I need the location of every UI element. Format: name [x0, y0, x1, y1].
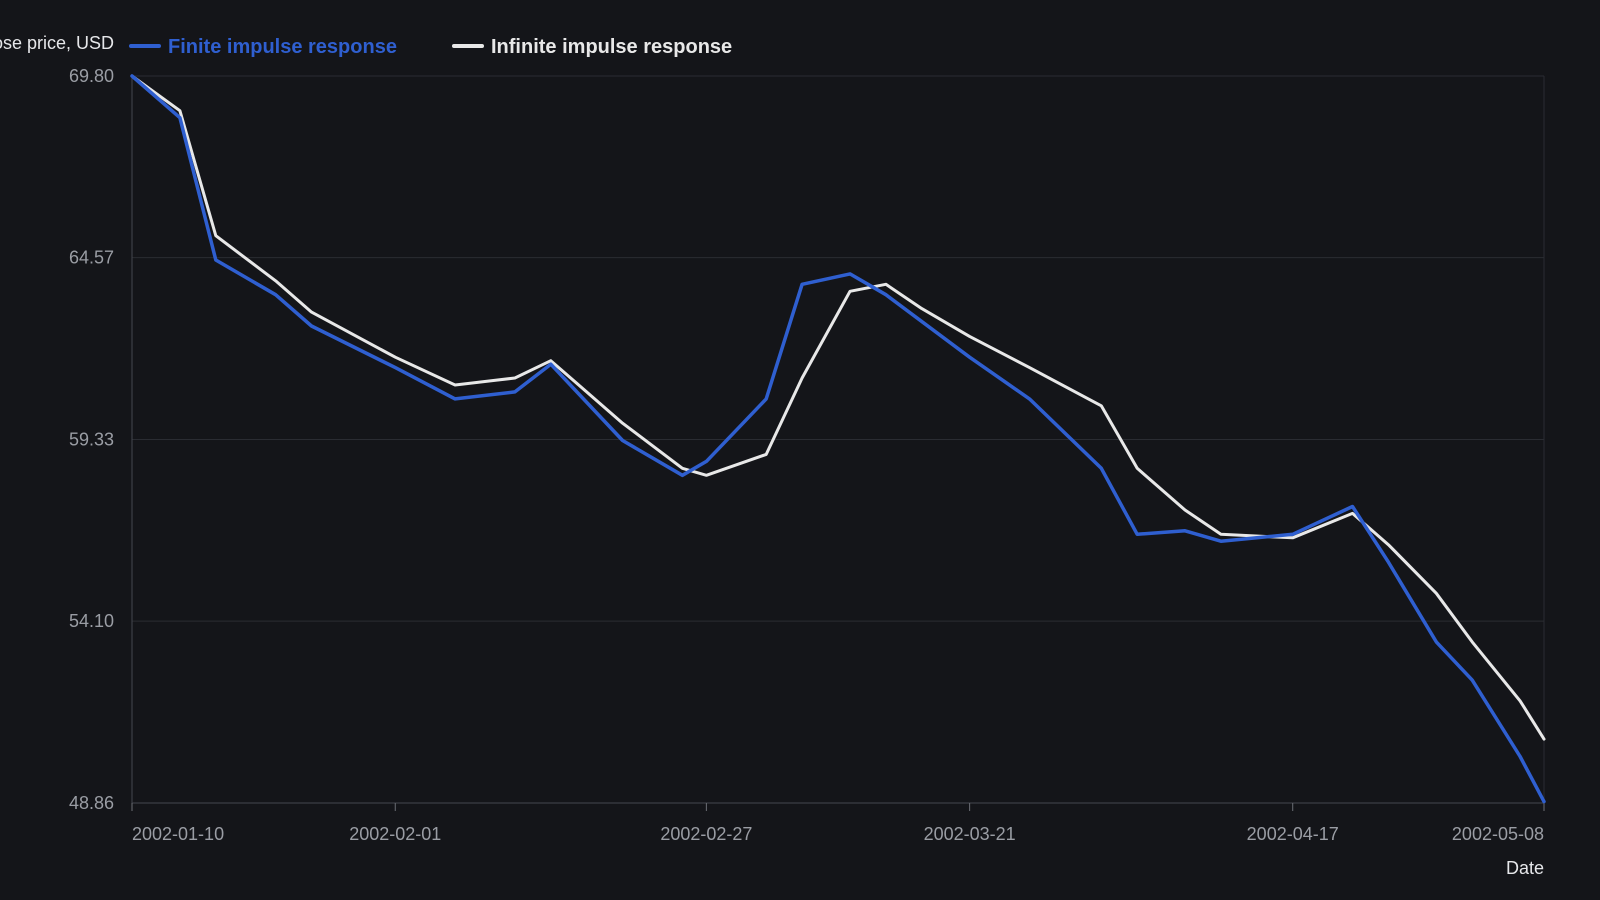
- x-axis-title: Date: [1506, 858, 1544, 878]
- grid: [131, 75, 1545, 804]
- x-tick-label: 2002-04-17: [1247, 824, 1339, 844]
- y-tick-label: 48.86: [69, 793, 114, 813]
- legend-label: Infinite impulse response: [491, 36, 732, 58]
- y-tick-label: 69.80: [69, 66, 114, 86]
- x-tick-label: 2002-03-21: [924, 824, 1016, 844]
- series-line-infinite-impulse-response: [130, 74, 1546, 741]
- series-line-finite-impulse-response: [130, 74, 1546, 804]
- axes: 69.80 64.57 59.33 54.10 48.86 2002-01-10 2002-…: [69, 66, 1545, 844]
- x-tick-label: 2002-05-08: [1452, 824, 1544, 844]
- legend: Close price, USD Finite impulse response…: [0, 33, 732, 58]
- y-axis-title: Close price, USD: [0, 33, 114, 53]
- y-tick-label: 54.10: [69, 611, 114, 631]
- legend-label: Finite impulse response: [168, 36, 397, 58]
- x-tick-label: 2002-02-27: [660, 824, 752, 844]
- x-tick-label: 2002-01-10: [132, 824, 224, 844]
- y-tick-label: 59.33: [69, 430, 114, 450]
- x-tick-label: 2002-02-01: [349, 824, 441, 844]
- y-tick-label: 64.57: [69, 248, 114, 268]
- series: [130, 74, 1546, 804]
